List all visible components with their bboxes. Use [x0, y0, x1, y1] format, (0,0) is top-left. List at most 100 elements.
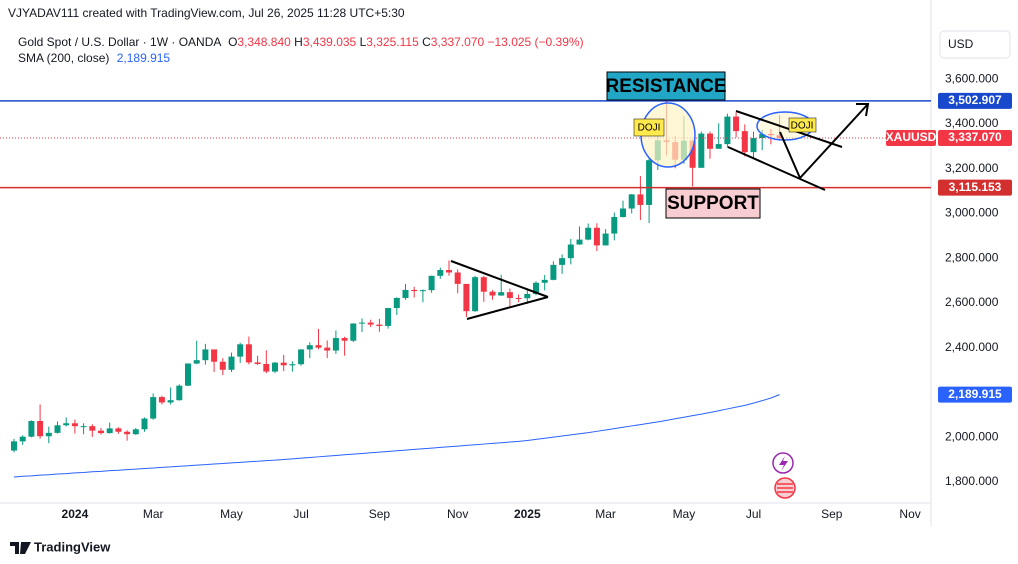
- candle-body: [332, 338, 339, 351]
- candle-body: [759, 134, 766, 139]
- y-tick-label: 1,800.000: [945, 474, 999, 488]
- support-label: SUPPORT: [667, 193, 759, 214]
- doji-box: [633, 118, 665, 137]
- doji-box: [788, 117, 817, 133]
- candle-body: [489, 291, 496, 296]
- candle-body: [515, 297, 522, 299]
- candle-body: [28, 421, 35, 437]
- event-icon: [777, 483, 793, 493]
- candle-body: [272, 362, 278, 372]
- candle-body: [350, 323, 357, 341]
- trend-line: [727, 146, 826, 191]
- x-tick-label: Jul: [293, 507, 308, 521]
- y-tick-label: 3,200.000: [945, 161, 999, 175]
- arrow-head: [856, 103, 870, 117]
- candle-body: [446, 270, 452, 273]
- candle-body: [698, 133, 705, 168]
- candle-body: [402, 289, 409, 298]
- candle-body: [185, 363, 191, 386]
- candle-body: [141, 418, 148, 430]
- candle-body: [428, 275, 435, 291]
- currency[interactable]: USD: [948, 37, 974, 51]
- x-tick-label: Sep: [821, 507, 843, 521]
- symbol-tag: [886, 130, 936, 147]
- y-tick-label: 3,400.000: [945, 116, 999, 130]
- candle-body: [219, 361, 226, 370]
- candle-body: [385, 308, 392, 326]
- candle-body: [367, 322, 374, 325]
- candle-body: [715, 144, 722, 149]
- candle-body: [646, 160, 653, 205]
- candle-body: [506, 292, 513, 298]
- arrow: [779, 103, 869, 180]
- price-tag: [938, 92, 1012, 109]
- ohlc-value: 3,348.840: [237, 35, 291, 49]
- candle-body: [45, 432, 52, 437]
- candle-body: [593, 227, 600, 246]
- price-tag: [938, 130, 1012, 147]
- y-tick-label: 2,600.000: [945, 295, 999, 309]
- logo: [10, 542, 31, 554]
- x-tick-label: Sep: [369, 507, 391, 521]
- candle-body: [550, 264, 557, 280]
- candle-body: [71, 423, 78, 427]
- x-tick-label: Jul: [746, 507, 761, 521]
- candle-body: [524, 293, 531, 299]
- y-tick-label: 3,600.000: [945, 71, 999, 85]
- candle-body: [585, 227, 592, 240]
- candle-body: [454, 272, 461, 284]
- candle-body: [567, 244, 574, 259]
- sma-value: 2,189.915: [117, 51, 171, 65]
- price-tag-label: 2,189.915: [948, 387, 1002, 401]
- candle-body: [150, 397, 157, 419]
- x-tick-label: May: [220, 507, 243, 521]
- price-tag: [938, 386, 1012, 403]
- candle-body: [411, 289, 418, 292]
- candle-body: [89, 426, 96, 431]
- candle-body: [106, 428, 113, 434]
- candle-body: [393, 297, 400, 309]
- candle-body: [576, 239, 583, 245]
- candle-body: [541, 279, 548, 283]
- ohlc-value: 3,439.035: [303, 35, 357, 49]
- currency-button[interactable]: [939, 30, 1011, 59]
- candle-body: [115, 428, 122, 432]
- candle-body: [559, 258, 566, 265]
- price-tag-label: 3,115.153: [949, 180, 1002, 194]
- trend-line: [450, 260, 549, 298]
- candle-body: [280, 362, 287, 366]
- y-tick-label: 2,000.000: [945, 429, 999, 443]
- candle-body: [602, 233, 609, 246]
- candle-body: [637, 194, 644, 205]
- candle-body: [98, 430, 104, 434]
- candle-body: [245, 344, 252, 363]
- candle-body: [376, 324, 383, 326]
- x-tick-label: 2024: [62, 507, 89, 521]
- price-tag-label: 3,502.907: [948, 93, 1002, 107]
- y-tick-label: 3,000.000: [945, 206, 999, 220]
- candle-body: [707, 133, 713, 149]
- candle-body: [158, 397, 165, 403]
- candle-body: [498, 292, 505, 296]
- legend-row: Gold Spot / U.S. Dollar · 1W · OANDA O3,…: [18, 35, 584, 49]
- resistance-box: [606, 71, 726, 101]
- candle-body: [750, 138, 757, 153]
- sma-line: [13, 394, 780, 478]
- sma-name: SMA (200, close): [18, 51, 109, 65]
- candle-body: [80, 426, 87, 428]
- drawings: RESISTANCE SUPPORT DOJI DOJI: [450, 71, 870, 499]
- price-tag-label: 3,337.070: [948, 130, 1002, 144]
- candle-body: [533, 282, 539, 294]
- resistance-label: RESISTANCE: [605, 76, 726, 97]
- sma-legend: SMA (200, close) 2,189.915: [18, 51, 170, 65]
- ohlc-value: 3,337.070: [431, 35, 485, 49]
- candle-body: [176, 385, 183, 401]
- candle-body: [263, 363, 270, 372]
- candle-body: [124, 431, 131, 435]
- candle-body: [37, 421, 44, 437]
- candle-body: [611, 217, 618, 234]
- doji-label: DOJI: [638, 123, 661, 134]
- candle-body: [689, 140, 696, 168]
- ohlc-key: H: [294, 35, 303, 49]
